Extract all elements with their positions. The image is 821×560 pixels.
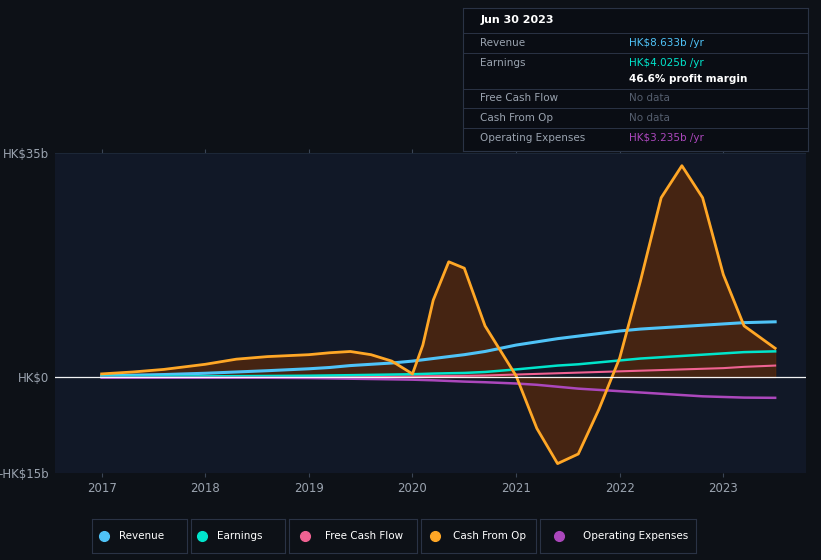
Text: Operating Expenses: Operating Expenses [480,133,585,143]
Text: 46.6% profit margin: 46.6% profit margin [629,74,747,84]
Text: Jun 30 2023: Jun 30 2023 [480,15,554,25]
Text: Cash From Op: Cash From Op [453,531,526,541]
Text: Earnings: Earnings [218,531,263,541]
Text: Cash From Op: Cash From Op [480,113,553,123]
Text: Earnings: Earnings [480,58,525,68]
Text: No data: No data [629,113,669,123]
Text: HK$3.235b /yr: HK$3.235b /yr [629,133,704,143]
Text: Revenue: Revenue [480,38,525,48]
Text: HK$8.633b /yr: HK$8.633b /yr [629,38,704,48]
Text: HK$4.025b /yr: HK$4.025b /yr [629,58,704,68]
Text: Free Cash Flow: Free Cash Flow [325,531,403,541]
Text: Free Cash Flow: Free Cash Flow [480,94,558,104]
Text: Revenue: Revenue [119,531,164,541]
Text: No data: No data [629,94,669,104]
Text: Operating Expenses: Operating Expenses [584,531,689,541]
